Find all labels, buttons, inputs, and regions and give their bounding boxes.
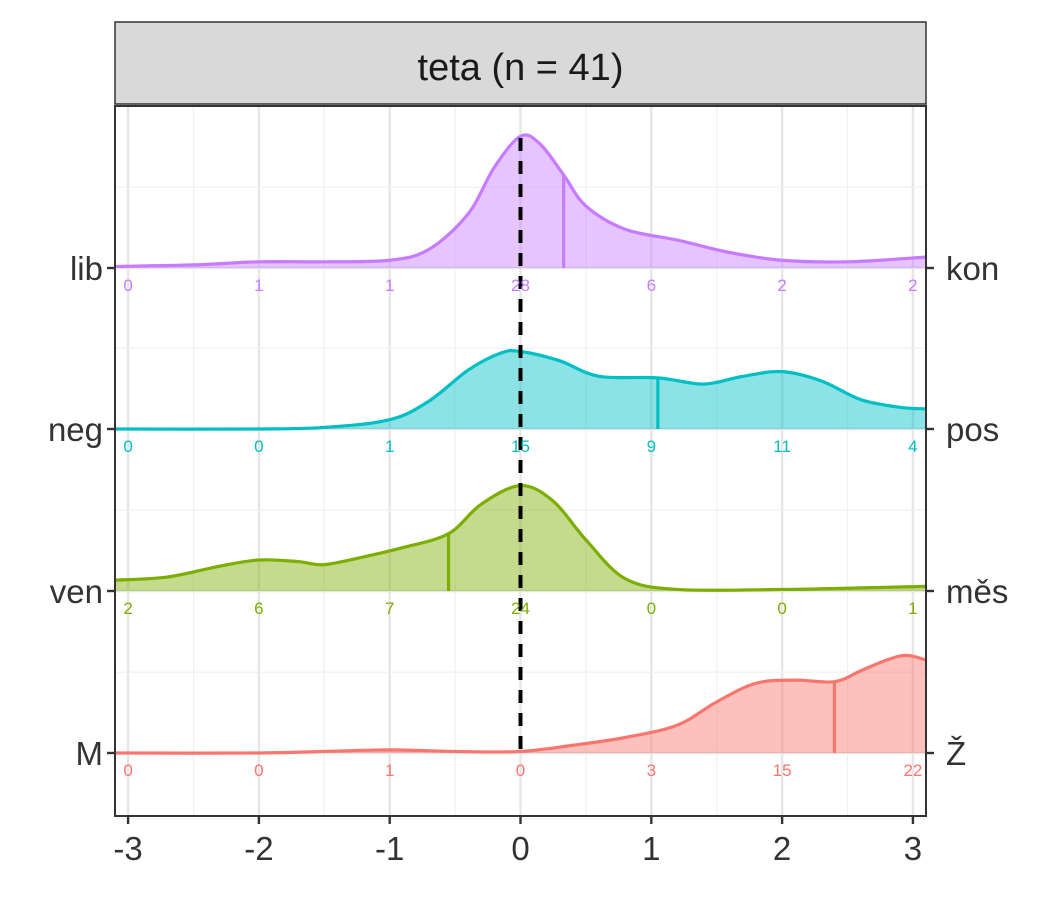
count-label: 0 [647,599,656,618]
y-axis-label-left: M [76,735,104,772]
x-tick-label: 0 [511,830,529,867]
count-label: 6 [254,599,263,618]
count-label: 0 [777,599,786,618]
count-label: 0 [123,276,132,295]
ridge-area [115,655,926,754]
count-label: 7 [385,599,394,618]
ridge-lib-kon [114,133,927,269]
count-label: 9 [647,437,656,456]
count-label: 2 [908,276,917,295]
ridge-line [114,483,927,592]
ridge-area [115,134,926,268]
count-label: 1 [385,761,394,780]
panel-strip [114,21,927,105]
x-tick-label: -3 [113,830,142,867]
count-label: 2 [123,599,132,618]
count-label: 1 [385,276,394,295]
y-axis-label-left: ven [50,573,103,610]
y-axis-label-left: lib [70,250,103,287]
y-axis-label-left: neg [48,411,103,448]
x-tick-label: 3 [904,830,922,867]
ridge-line [114,349,927,431]
count-label: 0 [254,437,263,456]
y-axis-label-right: kon [946,250,999,287]
ridge-neg-pos [114,349,927,431]
count-label: 15 [773,761,792,780]
count-label: 0 [123,437,132,456]
y-axis-label-right: Ž [946,735,966,772]
count-label: 11 [773,437,791,456]
count-label: 1 [254,276,263,295]
x-tick-label: -1 [375,830,404,867]
ridge-area [115,350,926,430]
count-label: 0 [123,761,132,780]
count-label: 4 [908,437,917,456]
count-label: 3 [647,761,656,780]
x-tick-label: -2 [244,830,273,867]
ridge-line [114,133,927,269]
ridge-M-Ž [114,653,927,755]
count-label: 22 [903,761,922,780]
count-label: 6 [647,276,656,295]
count-label: 15 [511,437,530,456]
count-label: 2 [777,276,786,295]
x-tick-label: 2 [773,830,791,867]
panel-title: teta (n = 41) [418,47,624,89]
count-label: 1 [908,599,917,618]
ridge-line [114,653,927,755]
count-label: 28 [511,276,530,295]
count-label: 24 [511,599,530,618]
count-label: 0 [254,761,263,780]
y-axis-label-right: pos [946,411,999,448]
count-label: 1 [385,437,394,456]
x-tick-label: 1 [642,830,660,867]
count-label: 0 [516,761,525,780]
y-axis-label-right: měs [946,573,1008,610]
